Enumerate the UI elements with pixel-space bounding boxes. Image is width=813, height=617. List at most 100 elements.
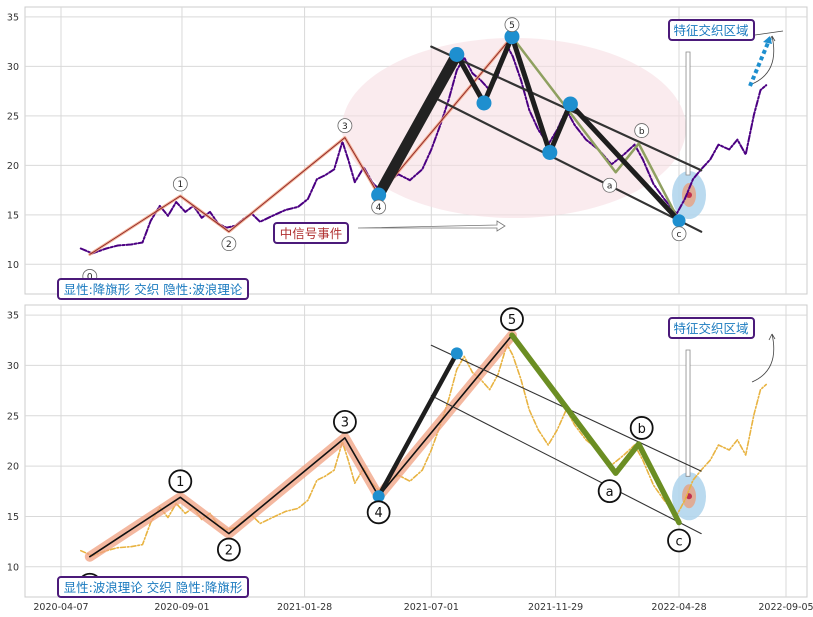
bottom-wave-label-text: 5 <box>508 313 516 328</box>
bottom-y-tick-label: 10 <box>7 562 19 573</box>
top-wave-labels: 0 1 2 3 4 5 a b c <box>82 17 687 284</box>
top-abc-label-text: c <box>677 230 682 240</box>
bottom-thick-wave <box>376 351 460 499</box>
top-zone-label: 特征交织区域 <box>673 23 748 38</box>
top-y-tick-label: 15 <box>7 210 19 221</box>
top-wave-label-text: 4 <box>376 203 382 213</box>
bottom-y-tick-label: 25 <box>7 411 19 422</box>
top-zone-marker <box>685 51 691 176</box>
bottom-zone-marker <box>685 349 691 477</box>
signal-hollow-arrow <box>357 220 506 232</box>
bottom-wave-label-circle <box>366 500 391 525</box>
x-tick-label: 2021-01-28 <box>277 602 332 613</box>
top-zone-box: 特征交织区域 <box>668 19 755 41</box>
bottom-abc-label-text: c <box>675 534 682 549</box>
bottom-abc-label-circle <box>597 479 622 504</box>
bottom-thick-leg <box>376 351 460 499</box>
bottom-wave-label-text: 1 <box>176 475 184 490</box>
bottom-wave-nodes <box>372 347 463 503</box>
bottom-wave-label-text: 2 <box>225 543 233 558</box>
top-wave-label-text: 1 <box>177 180 183 190</box>
highlight-ellipse <box>342 38 686 218</box>
top-y-tick-label: 35 <box>7 12 19 23</box>
x-tick-label: 2021-11-29 <box>528 602 583 613</box>
top-thick-wave <box>373 34 682 224</box>
top-abc-label-circle <box>671 226 687 242</box>
bottom-wave-node <box>450 347 463 360</box>
top-thick-leg <box>373 49 463 201</box>
top-impulse-layer <box>88 35 514 256</box>
bottom-wave-label-circle <box>168 469 193 494</box>
x-tick-label: 2021-07-01 <box>404 602 459 613</box>
top-abc-label-text: a <box>607 181 613 191</box>
top-wave-node <box>504 29 520 45</box>
breakout-arrow-shaft <box>748 37 772 87</box>
top-wave-node <box>562 96 578 112</box>
bottom-y-tick-label: 15 <box>7 512 19 523</box>
x-tick-labels: 2020-04-07 2020-09-01 2021-01-28 2021-07-01… <box>33 602 813 613</box>
x-tick-label: 2020-04-07 <box>33 602 88 613</box>
bottom-curved-arrow <box>751 333 775 383</box>
bottom-y-tick-labels: 10 15 20 25 30 35 <box>7 311 19 574</box>
bottom-arrows <box>751 333 776 383</box>
bottom-abc-label-circle <box>667 528 691 553</box>
top-y-tick-labels: 10 15 20 25 30 35 <box>7 12 19 270</box>
x-tick-label: 2022-04-28 <box>651 602 706 613</box>
signal-event-box: 中信号事件 <box>273 222 349 244</box>
bottom-y-tick-label: 30 <box>7 361 19 372</box>
bottom-abc-label-circle <box>629 416 654 440</box>
bottom-zone-label: 特征交织区域 <box>673 321 748 336</box>
top-wave-label-circle <box>337 118 353 134</box>
bottom-abc-label-text: b <box>638 422 646 437</box>
top-panel: 10 15 20 25 30 35 0 1 2 3 4 5 a b c 中信号事件 特征交织区域 显性:降… <box>7 6 808 300</box>
top-abc-label-circle <box>634 123 650 138</box>
top-wave-label-text: 5 <box>509 21 515 31</box>
top-wave-node <box>542 144 558 160</box>
bottom-wave-label-text: 4 <box>375 506 383 521</box>
top-wave-label-circle <box>504 17 520 33</box>
bottom-correction-line <box>509 332 682 526</box>
bottom-abc-label-text: a <box>606 485 614 500</box>
bottom-wave-label-circle <box>216 537 241 562</box>
breakout-guide-line <box>754 30 784 36</box>
top-impulse-line <box>89 36 513 255</box>
bottom-curved-arrow-head <box>768 333 776 341</box>
top-arrows <box>357 30 784 232</box>
top-price-line <box>79 44 768 255</box>
top-channel-line <box>430 94 703 233</box>
x-tick-label: 2020-09-01 <box>154 602 209 613</box>
signal-event-label: 中信号事件 <box>280 226 343 241</box>
top-wave-node <box>476 95 492 111</box>
top-wave-label-text: 3 <box>342 122 348 132</box>
top-curved-arrow <box>751 35 775 85</box>
bottom-grid <box>25 305 807 597</box>
top-wave-label-text: 2 <box>226 240 232 250</box>
top-info-box: 显性:降旗形 交织 隐性:波浪理论 <box>57 278 249 300</box>
bottom-impulse-layer <box>84 330 517 562</box>
bottom-impulse-line <box>89 334 513 558</box>
top-wave-node <box>672 214 686 228</box>
top-y-tick-label: 30 <box>7 62 19 73</box>
bottom-wave-label-circle <box>333 410 357 434</box>
top-y-tick-label: 25 <box>7 111 19 122</box>
bottom-y-tick-label: 20 <box>7 462 19 473</box>
top-price-series <box>79 44 768 255</box>
bottom-y-tick-label: 35 <box>7 311 19 322</box>
bottom-channel-line <box>430 395 702 535</box>
bottom-correction-layer <box>509 332 682 526</box>
top-abc-label-text: b <box>639 127 645 137</box>
bottom-wave-node <box>372 490 385 503</box>
top-wave-nodes <box>371 29 686 228</box>
top-info-label: 显性:降旗形 交织 隐性:波浪理论 <box>64 282 243 297</box>
bottom-info-label: 显性:波浪理论 交织 隐性:降旗形 <box>64 580 243 595</box>
top-wave-node <box>371 187 387 203</box>
bottom-zone-box: 特征交织区域 <box>668 317 755 339</box>
top-zone-layer <box>672 51 707 220</box>
x-tick-label: 2022-09-05 <box>758 602 813 613</box>
bottom-info-box: 显性:波浪理论 交织 隐性:降旗形 <box>57 576 249 598</box>
bottom-wave-label-text: 3 <box>341 416 349 431</box>
top-y-tick-label: 10 <box>7 260 19 271</box>
